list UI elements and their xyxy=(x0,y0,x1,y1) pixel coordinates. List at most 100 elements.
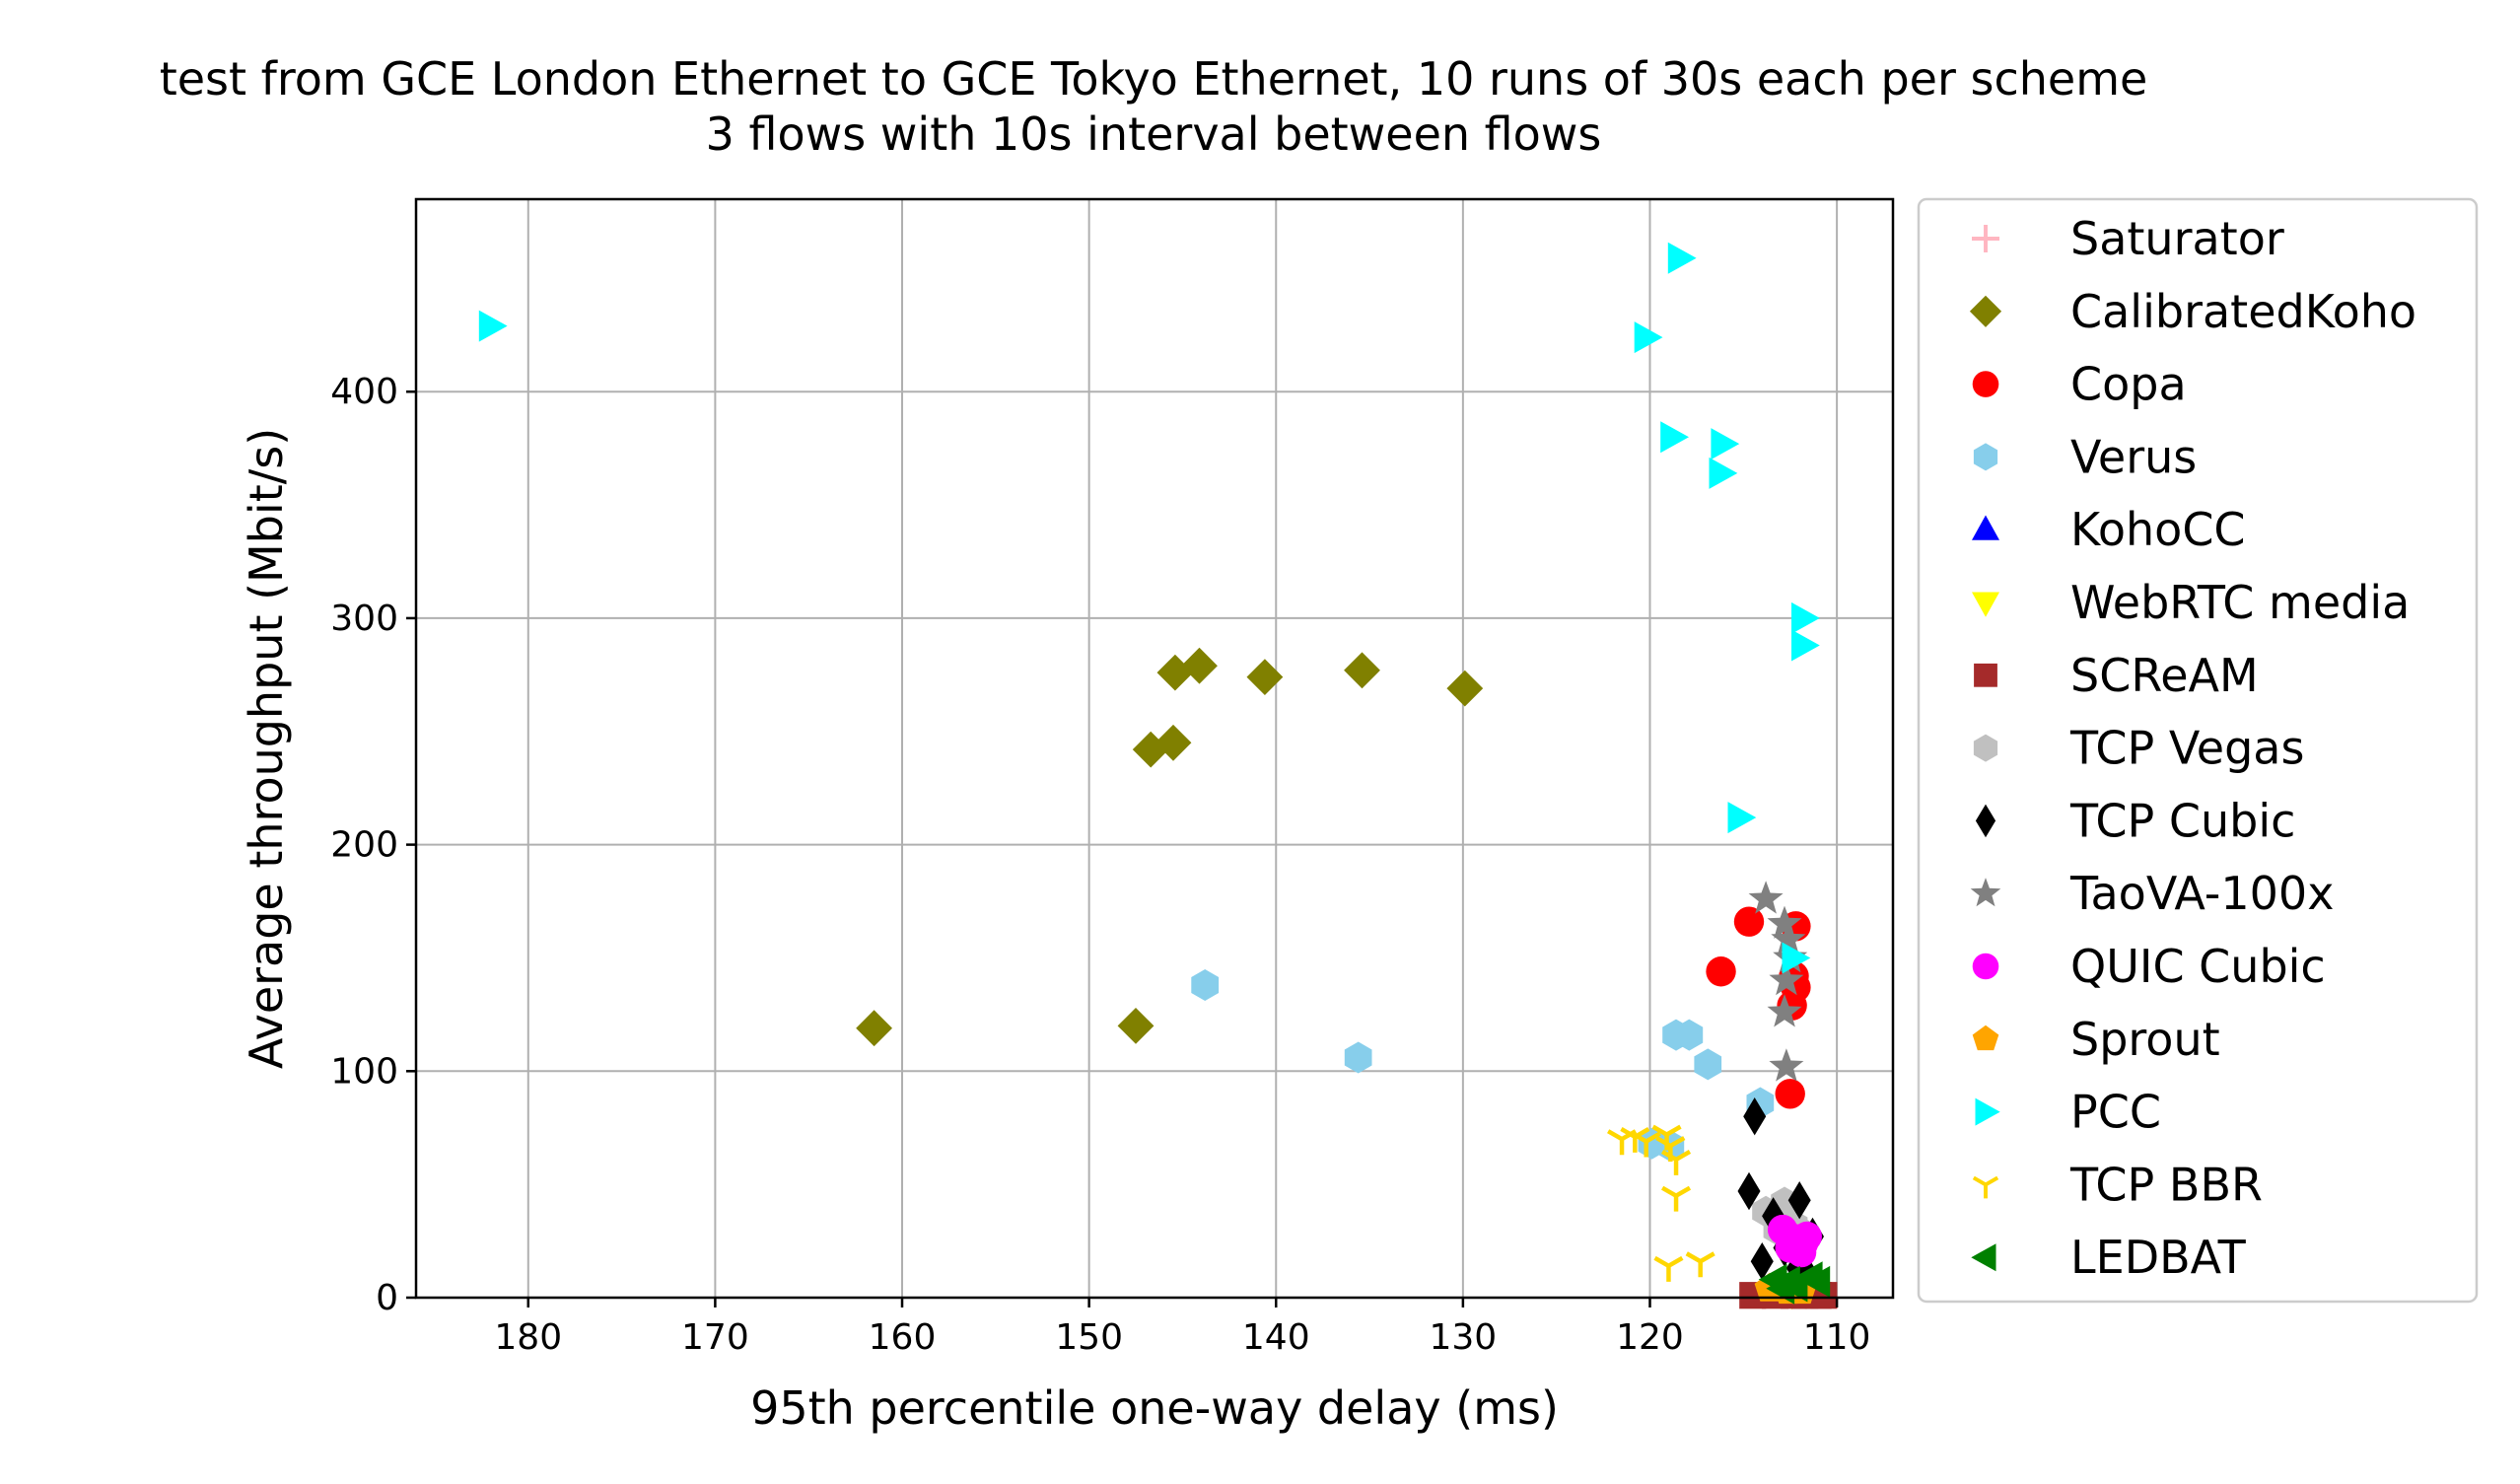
data-point xyxy=(1767,905,1802,939)
chart-title: test from GCE London Ethernet to GCE Tok… xyxy=(160,52,2148,106)
legend-label: Verus xyxy=(2070,430,2197,483)
x-tick-label: 180 xyxy=(494,1317,562,1358)
legend-entry: TCP Vegas xyxy=(1973,722,2304,775)
data-point xyxy=(1667,242,1697,274)
data-point xyxy=(1762,1197,1785,1236)
data-point xyxy=(1634,321,1663,354)
legend-entry: TaoVA-100x xyxy=(1970,867,2334,920)
x-axis-label: 95th percentile one-way delay (ms) xyxy=(750,1381,1559,1435)
legend-entry: Copa xyxy=(1972,358,2187,411)
data-point xyxy=(1446,670,1484,707)
data-point xyxy=(1733,906,1765,937)
chart-subtitle: 3 flows with 10s interval between flows xyxy=(706,107,1602,161)
legend-entry: QUIC Cubic xyxy=(1972,940,2326,993)
legend-label: Saturator xyxy=(2070,212,2284,265)
data-point xyxy=(1787,1181,1811,1220)
data-point xyxy=(1660,421,1689,454)
legend-marker xyxy=(1975,804,1996,838)
y-axis-label: Average throughput (Mbit/s) xyxy=(240,428,293,1069)
data-point xyxy=(1771,921,1806,954)
series-quic-cubic xyxy=(1767,1214,1822,1268)
data-point xyxy=(1743,1097,1767,1136)
legend-marker xyxy=(1972,1175,1999,1199)
plot-area xyxy=(414,197,1895,1300)
data-point xyxy=(1791,629,1820,662)
data-point xyxy=(478,310,508,342)
x-tick-label: 170 xyxy=(681,1317,749,1358)
legend-marker xyxy=(1972,592,1999,617)
x-tick-label: 110 xyxy=(1803,1317,1871,1358)
legend-entry: LEDBAT xyxy=(1971,1231,2247,1284)
data-point xyxy=(1661,1185,1692,1212)
data-points xyxy=(478,242,1838,1310)
legend-marker xyxy=(1975,1097,2000,1126)
data-point xyxy=(1246,659,1284,695)
legend-label: Sprout xyxy=(2070,1013,2220,1066)
data-point xyxy=(1653,1255,1684,1282)
data-point xyxy=(1801,1265,1831,1298)
data-point xyxy=(1737,1171,1761,1211)
data-point xyxy=(1117,1008,1155,1044)
legend-marker xyxy=(1972,225,1999,252)
legend-marker xyxy=(1973,734,1998,762)
data-point xyxy=(1132,731,1169,768)
series-pcc xyxy=(478,242,1820,974)
data-point xyxy=(1661,1149,1692,1175)
data-point xyxy=(1782,942,1811,974)
x-tick-label: 130 xyxy=(1430,1317,1498,1358)
legend-entry: WebRTC media xyxy=(1972,576,2410,629)
legend-marker xyxy=(1973,443,1998,471)
legend-entry: Sprout xyxy=(1972,1013,2220,1066)
legend-marker xyxy=(1974,663,1997,687)
data-point xyxy=(1155,724,1192,761)
y-tick-label: 300 xyxy=(330,599,398,639)
legend-entry: KohoCC xyxy=(1972,503,2246,556)
data-point xyxy=(1709,457,1738,489)
legend-label: TaoVA-100x xyxy=(2069,867,2334,920)
series-verus xyxy=(1191,969,1775,1163)
data-point xyxy=(1727,802,1757,834)
data-point xyxy=(1750,1242,1774,1281)
data-point xyxy=(1156,654,1194,691)
legend-label: PCC xyxy=(2070,1086,2161,1139)
legend-entry: CalibratedKoho xyxy=(1969,285,2416,338)
data-point xyxy=(1181,647,1218,684)
legend-label: CalibratedKoho xyxy=(2070,285,2416,338)
data-point xyxy=(1675,1019,1704,1051)
data-point xyxy=(1706,956,1736,987)
legend-entry: PCC xyxy=(1975,1086,2161,1139)
legend-entry: Saturator xyxy=(1972,212,2284,265)
data-point xyxy=(1631,1131,1661,1158)
data-point xyxy=(856,1010,892,1047)
grid xyxy=(416,199,1893,1299)
legend-marker xyxy=(1970,878,2001,907)
legend-label: Copa xyxy=(2070,358,2187,411)
legend-label: TCP Cubic xyxy=(2069,794,2295,847)
legend-entry: TCP BBR xyxy=(1972,1158,2263,1211)
legend-label: QUIC Cubic xyxy=(2070,940,2326,993)
data-point xyxy=(1748,881,1784,914)
legend-label: LEDBAT xyxy=(2070,1231,2247,1284)
x-tick-label: 140 xyxy=(1242,1317,1310,1358)
data-point xyxy=(1344,1041,1372,1074)
series-tcp-bbr xyxy=(1607,1124,1715,1282)
y-tick-label: 400 xyxy=(330,372,398,412)
data-point xyxy=(1769,1048,1804,1082)
data-point xyxy=(1344,652,1380,689)
legend-marker xyxy=(1971,1243,1996,1272)
series-calibratedkoho xyxy=(856,647,1484,1047)
data-point xyxy=(1191,969,1220,1001)
legend xyxy=(1917,197,2479,1304)
legend-label: TCP Vegas xyxy=(2069,722,2304,775)
data-point xyxy=(1769,962,1804,996)
data-point xyxy=(1685,1251,1715,1278)
y-tick-label: 0 xyxy=(376,1278,398,1318)
legend-marker xyxy=(1972,1025,1999,1051)
data-point xyxy=(1767,994,1802,1027)
legend-label: TCP BBR xyxy=(2069,1158,2263,1211)
legend-label: WebRTC media xyxy=(2070,576,2410,629)
legend-label: SCReAM xyxy=(2070,649,2259,702)
legend-entry: TCP Cubic xyxy=(1975,794,2295,847)
data-point xyxy=(1785,1237,1817,1268)
